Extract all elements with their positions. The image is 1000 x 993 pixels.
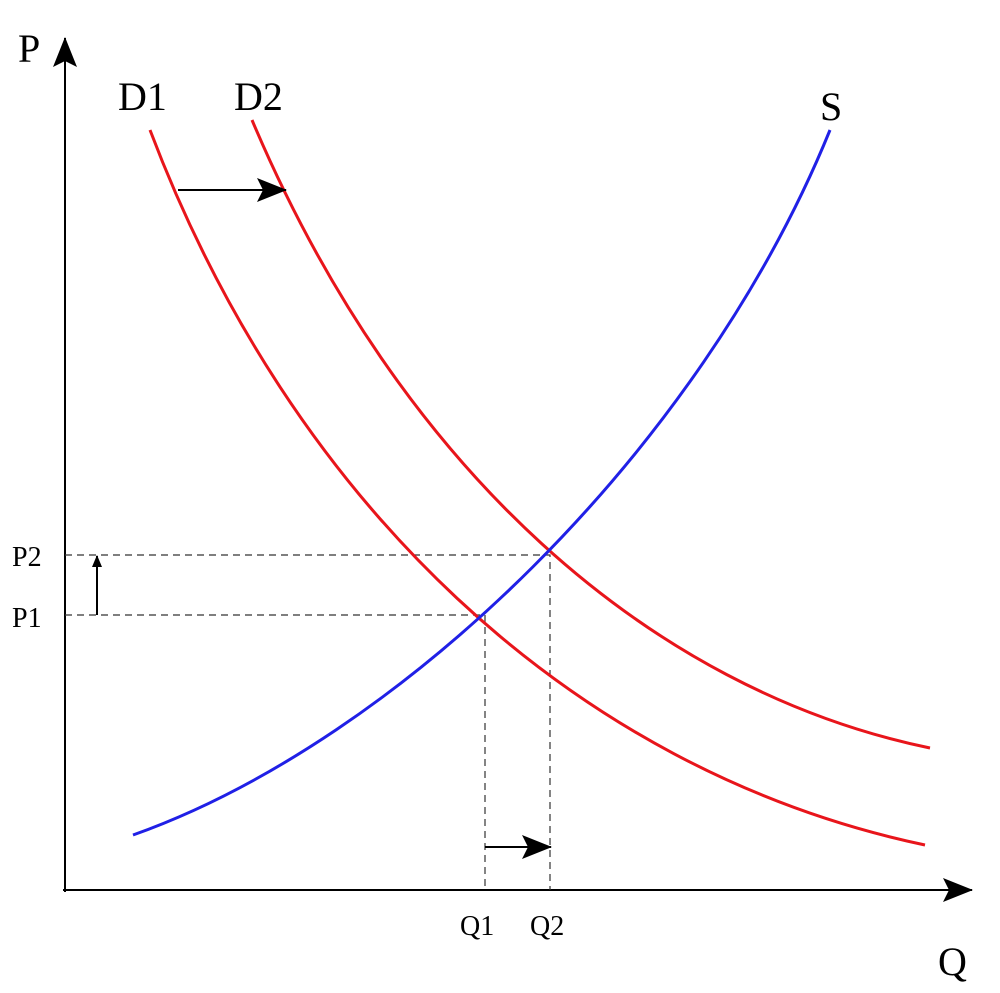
curve-label: D1 <box>118 74 167 119</box>
price-label: P1 <box>12 603 42 634</box>
quantity-label: Q1 <box>460 911 494 942</box>
demand-curve-1 <box>148 129 926 847</box>
quantity-label: Q2 <box>530 911 564 942</box>
price-label: P2 <box>12 542 42 573</box>
equilibrium-1-guide <box>65 614 486 890</box>
x-axis-label: Q <box>938 939 967 984</box>
y-axis-label: P <box>18 26 40 71</box>
curve-label: D2 <box>234 74 283 119</box>
supply-curve <box>132 129 832 837</box>
demand-curve-2 <box>250 119 931 750</box>
equilibrium-2-guide <box>65 554 551 890</box>
curve-label: S <box>820 84 842 129</box>
